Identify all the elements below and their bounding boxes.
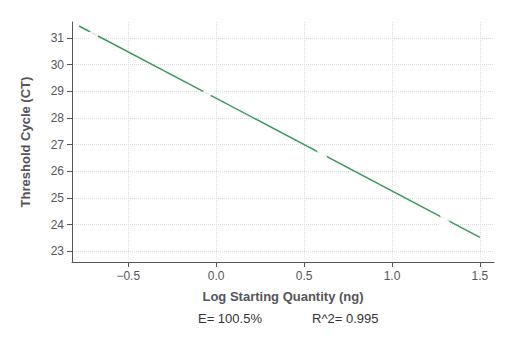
svg-text:0.0: 0.0 <box>208 269 225 283</box>
svg-text:23: 23 <box>51 244 65 258</box>
svg-text:25: 25 <box>51 191 65 205</box>
svg-text:1.0: 1.0 <box>384 269 401 283</box>
svg-text:24: 24 <box>51 218 65 232</box>
svg-text:26: 26 <box>51 164 65 178</box>
svg-text:E= 100.5%: E= 100.5% <box>198 311 262 326</box>
svg-text:27: 27 <box>51 138 65 152</box>
svg-text:R^2= 0.995: R^2= 0.995 <box>312 311 378 326</box>
svg-text:30: 30 <box>51 58 65 72</box>
svg-text:28: 28 <box>51 111 65 125</box>
svg-text:0.5: 0.5 <box>296 269 313 283</box>
svg-text:29: 29 <box>51 84 65 98</box>
svg-text:31: 31 <box>51 31 65 45</box>
svg-text:Log Starting Quantity (ng): Log Starting Quantity (ng) <box>202 289 363 304</box>
svg-text:−0.5: −0.5 <box>116 269 140 283</box>
svg-text:1.5: 1.5 <box>472 269 489 283</box>
svg-text:Threshold Cycle (CT): Threshold Cycle (CT) <box>18 77 33 208</box>
